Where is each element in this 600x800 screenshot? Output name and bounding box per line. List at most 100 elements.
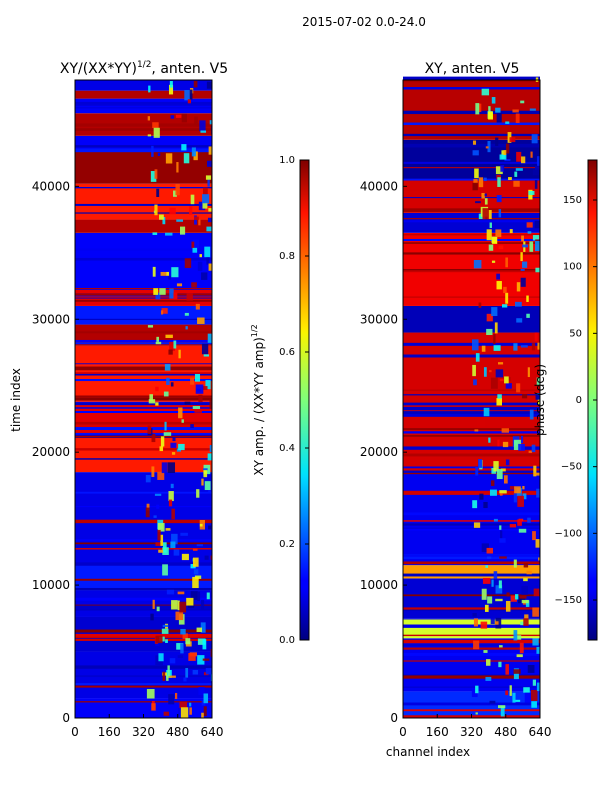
channel-speckle [177,591,185,595]
channel-speckle [489,222,492,229]
channel-speckle [180,643,184,654]
channel-speckle [537,342,540,350]
channel-speckle [536,682,540,692]
channel-speckle [155,635,163,644]
channel-speckle [189,707,192,715]
channel-speckle [169,207,176,215]
heatmap-streak [403,208,540,212]
channel-speckle [157,522,165,532]
heatmap-streak [75,675,212,678]
channel-speckle [157,471,165,480]
left-colorbar-label: XY amp. / (XX*YY amp)1/2 [250,324,266,475]
channel-speckle [489,489,497,496]
channel-speckle [192,557,199,567]
channel-speckle [503,286,507,294]
channel-speckle [500,706,505,717]
channel-speckle [505,257,508,268]
heatmap-band [403,472,540,566]
heatmap-streak [403,178,540,181]
y-tick-label: 40000 [32,179,70,193]
channel-speckle [161,628,169,634]
channel-speckle [481,88,490,96]
heatmap-band [75,80,212,91]
channel-speckle [210,648,212,657]
colorbar-tick-label: 0.6 [279,347,295,358]
channel-speckle [482,208,489,219]
channel-speckle [536,646,540,654]
heatmap-streak [75,491,212,494]
channel-speckle [481,543,489,553]
heatmap-streak [403,435,540,437]
channel-speckle [183,677,187,682]
channel-speckle [485,676,492,681]
channel-speckle [179,601,187,613]
channel-speckle [209,398,212,409]
channel-speckle [164,421,167,431]
channel-speckle [175,611,184,621]
channel-speckle [538,557,540,561]
right-heatmap [403,76,540,718]
channel-speckle [487,596,493,604]
channel-speckle [473,640,480,650]
channel-speckle [159,214,164,220]
heatmap-band [403,212,540,233]
right-panel: XY, anten. V5 0 160 320 480 640 0 10000 20000 3… [360,61,552,759]
heatmap-band [75,90,212,99]
heatmap-streak [403,686,540,688]
channel-speckle [483,177,487,182]
heatmap-streak [75,638,212,641]
channel-speckle [533,472,540,476]
channel-speckle [168,499,173,507]
channel-speckle [203,354,209,357]
channel-speckle [170,541,176,549]
heatmap-streak [75,296,212,298]
channel-speckle [534,240,540,252]
channel-speckle [499,556,507,559]
channel-speckle [196,627,203,632]
heatmap-streak [75,373,212,376]
heatmap-streak [403,110,540,115]
heatmap-streak [75,402,212,406]
channel-speckle [486,547,494,554]
channel-speckle [194,216,199,221]
channel-speckle [203,693,209,704]
heatmap-streak [75,542,212,546]
channel-speckle [531,444,536,453]
channel-speckle [513,439,522,451]
colorbar-tick-label: 50 [569,328,582,339]
channel-speckle [495,585,503,594]
channel-speckle [146,503,150,511]
heatmap-streak [403,512,540,516]
channel-speckle [483,650,488,653]
channel-speckle [514,301,522,307]
channel-speckle [509,685,512,696]
channel-speckle [191,241,195,249]
heatmap-streak [403,470,540,473]
channel-speckle [166,377,170,386]
left-x-axis: 0 160 320 480 640 [71,714,223,739]
channel-speckle [498,580,502,589]
heatmap-streak [403,122,540,126]
channel-speckle [158,549,164,553]
channel-speckle [209,120,212,125]
channel-speckle [497,705,506,709]
channel-speckle [197,591,201,601]
channel-speckle [150,613,154,621]
heatmap-streak [75,407,212,409]
channel-speckle [473,259,482,269]
heatmap-streak [75,366,212,371]
heatmap-streak [403,431,540,434]
channel-speckle [475,467,479,476]
channel-speckle [203,706,207,717]
channel-speckle [493,518,498,522]
channel-speckle [475,103,480,115]
channel-speckle [187,99,191,104]
channel-speckle [189,206,193,215]
channel-speckle [175,184,180,196]
channel-speckle [529,108,536,111]
heatmap-band [75,149,212,184]
channel-speckle [472,613,477,617]
channel-speckle [193,569,199,575]
heatmap-streak [403,220,540,223]
channel-speckle [484,193,487,197]
